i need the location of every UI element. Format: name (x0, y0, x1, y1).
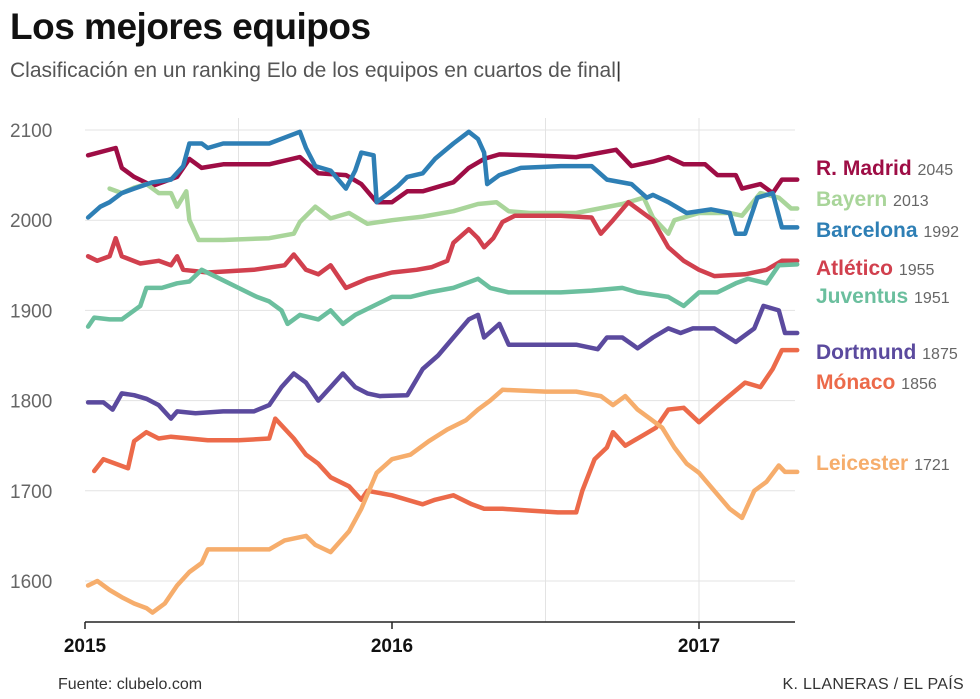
chart-title: Los mejores equipos (10, 6, 371, 47)
series-label-dortmund: Dortmund 1875 (816, 341, 958, 364)
series-label-value-barcelona: 1992 (923, 224, 959, 241)
grid-lines (85, 118, 795, 622)
series-label-value-atl-tico: 1955 (899, 262, 935, 279)
series-line-leicester (85, 387, 800, 615)
series-label-name-atl-tico: Atlético (816, 257, 899, 280)
series-label-name-dortmund: Dortmund (816, 341, 922, 364)
series-label-name-barcelona: Barcelona (816, 219, 923, 242)
series-label-bayern: Bayern 2013 (816, 188, 929, 211)
series-label-name-m-naco: Mónaco (816, 371, 901, 394)
y-tick-label-1600: 1600 (10, 572, 52, 593)
source-note: Fuente: clubelo.com (58, 676, 203, 693)
series-line-dortmund (85, 303, 800, 421)
series-label-leicester: Leicester 1721 (816, 452, 950, 475)
series-line-bayern (107, 181, 800, 243)
series-label-name-bayern: Bayern (816, 188, 893, 211)
series-label-m-naco: Mónaco 1856 (816, 371, 937, 394)
series-label-barcelona: Barcelona 1992 (816, 219, 959, 242)
series-label-name-leicester: Leicester (816, 452, 914, 475)
series-line-m-naco (91, 347, 800, 515)
series-labels: R. Madrid 2045 Bayern 2013 Barcelona 1992 A… (816, 157, 959, 475)
series-line-juventus (85, 262, 800, 329)
series-label-value-r-madrid: 2045 (918, 162, 954, 179)
series-label-juventus: Juventus 1951 (816, 285, 950, 308)
series-label-value-m-naco: 1856 (901, 376, 937, 393)
x-tick-label-2016: 2016 (371, 636, 413, 657)
series-label-name-r-madrid: R. Madrid (816, 157, 918, 180)
series-label-value-leicester: 1721 (914, 457, 950, 474)
series-lines (85, 129, 800, 615)
x-tick-label-2015: 2015 (64, 636, 107, 657)
series-label-atl-tico: Atlético 1955 (816, 257, 935, 280)
series-label-value-bayern: 2013 (893, 193, 929, 210)
series-label-value-dortmund: 1875 (922, 346, 958, 363)
x-tick-label-2017: 2017 (678, 636, 720, 657)
y-tick-label-2000: 2000 (10, 211, 52, 232)
chart-subtitle: Clasificación en un ranking Elo de los e… (10, 57, 621, 85)
author-credit: K. LLANERAS / EL PAÍS (782, 676, 964, 693)
series-label-r-madrid: R. Madrid 2045 (816, 157, 953, 180)
y-axis: 1600 1700 1800 1900 2000 2100 (10, 121, 52, 593)
y-tick-label-2100: 2100 (10, 121, 52, 142)
x-axis: 2015 2016 2017 (64, 621, 795, 657)
series-line-atl-tico (85, 199, 800, 291)
series-line-barcelona (85, 129, 800, 236)
series-label-name-juventus: Juventus (816, 285, 914, 308)
series-label-value-juventus: 1951 (914, 290, 950, 307)
y-tick-label-1700: 1700 (10, 482, 52, 503)
series-line-r-madrid (85, 145, 800, 205)
y-tick-label-1900: 1900 (10, 301, 52, 322)
y-tick-label-1800: 1800 (10, 392, 52, 413)
